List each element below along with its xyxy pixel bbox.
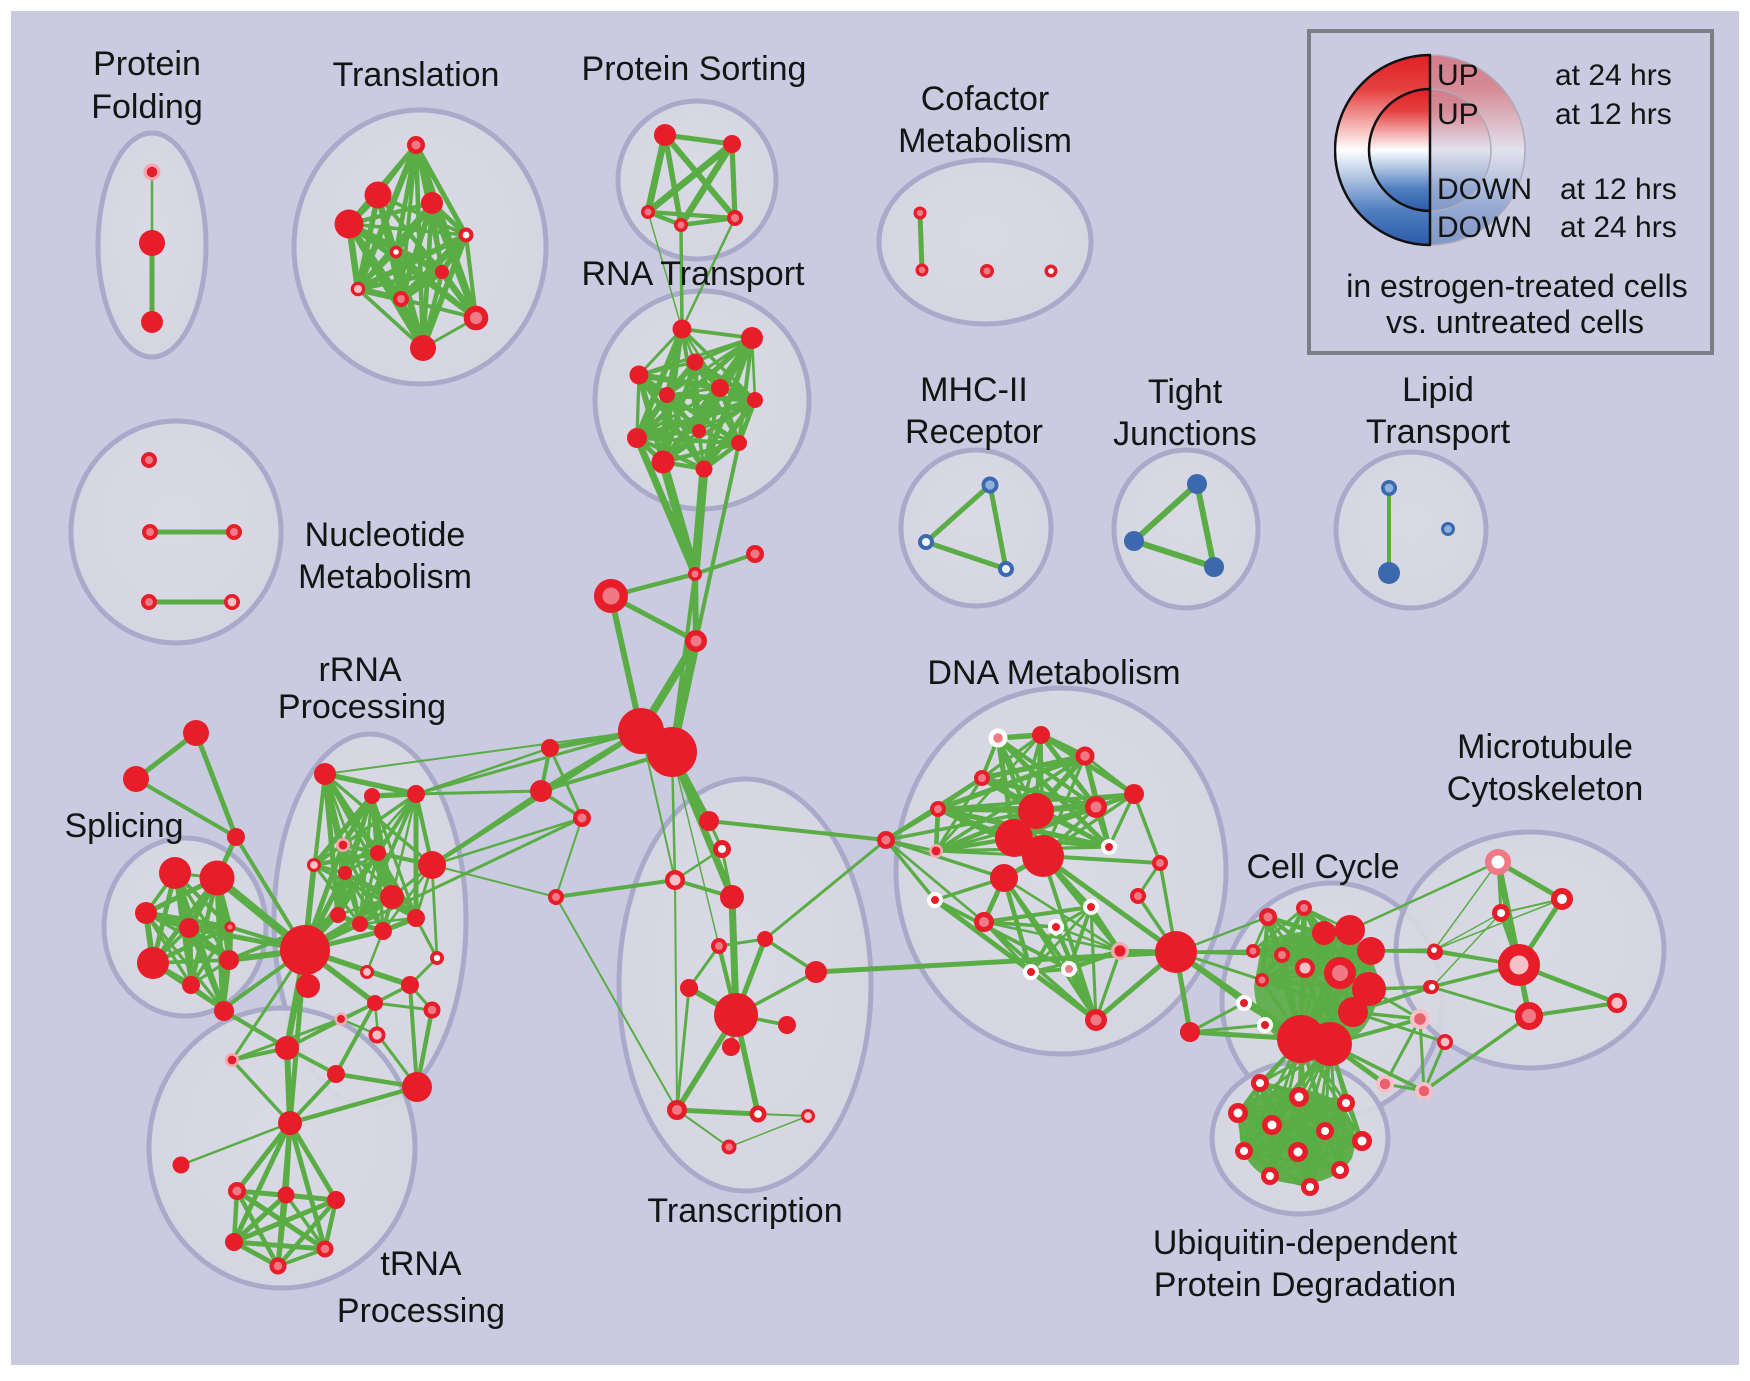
svg-text:Cofactor: Cofactor — [921, 80, 1050, 118]
svg-text:at 24 hrs: at 24 hrs — [1560, 211, 1677, 244]
svg-text:at 12 hrs: at 12 hrs — [1560, 173, 1677, 206]
svg-text:Translation: Translation — [333, 56, 500, 94]
svg-text:Transcription: Transcription — [647, 1192, 842, 1230]
svg-text:at 24 hrs: at 24 hrs — [1555, 59, 1672, 92]
svg-text:vs. untreated cells: vs. untreated cells — [1386, 304, 1644, 340]
svg-text:Transport: Transport — [1366, 413, 1511, 451]
svg-text:Tight: Tight — [1148, 373, 1223, 411]
svg-text:MHC-II: MHC-II — [920, 371, 1028, 409]
svg-text:Receptor: Receptor — [905, 413, 1043, 451]
svg-text:Protein: Protein — [93, 45, 201, 83]
svg-text:DOWN: DOWN — [1437, 173, 1532, 206]
svg-text:Junctions: Junctions — [1113, 415, 1257, 453]
svg-text:Folding: Folding — [91, 88, 203, 126]
svg-text:rRNA: rRNA — [318, 651, 401, 689]
svg-text:DOWN: DOWN — [1437, 211, 1532, 244]
svg-text:UP: UP — [1437, 98, 1479, 131]
svg-text:Processing: Processing — [278, 688, 446, 726]
svg-text:Splicing: Splicing — [64, 807, 183, 845]
svg-text:in estrogen-treated cells: in estrogen-treated cells — [1346, 268, 1688, 304]
svg-text:Lipid: Lipid — [1402, 371, 1474, 409]
svg-text:Cell Cycle: Cell Cycle — [1246, 848, 1399, 886]
svg-text:Cytoskeleton: Cytoskeleton — [1447, 770, 1644, 808]
svg-text:Microtubule: Microtubule — [1457, 728, 1633, 766]
svg-text:tRNA: tRNA — [380, 1245, 462, 1283]
svg-text:at 12 hrs: at 12 hrs — [1555, 98, 1672, 131]
svg-text:Ubiquitin-dependent: Ubiquitin-dependent — [1153, 1224, 1458, 1262]
svg-text:UP: UP — [1437, 59, 1479, 92]
svg-text:Nucleotide: Nucleotide — [305, 516, 466, 554]
svg-text:Protein Degradation: Protein Degradation — [1154, 1266, 1456, 1304]
svg-text:Metabolism: Metabolism — [298, 558, 472, 596]
svg-text:Metabolism: Metabolism — [898, 122, 1072, 160]
svg-text:DNA Metabolism: DNA Metabolism — [927, 654, 1180, 692]
svg-text:Processing: Processing — [337, 1292, 505, 1330]
svg-text:RNA Transport: RNA Transport — [582, 255, 806, 293]
svg-text:Protein Sorting: Protein Sorting — [582, 50, 807, 88]
